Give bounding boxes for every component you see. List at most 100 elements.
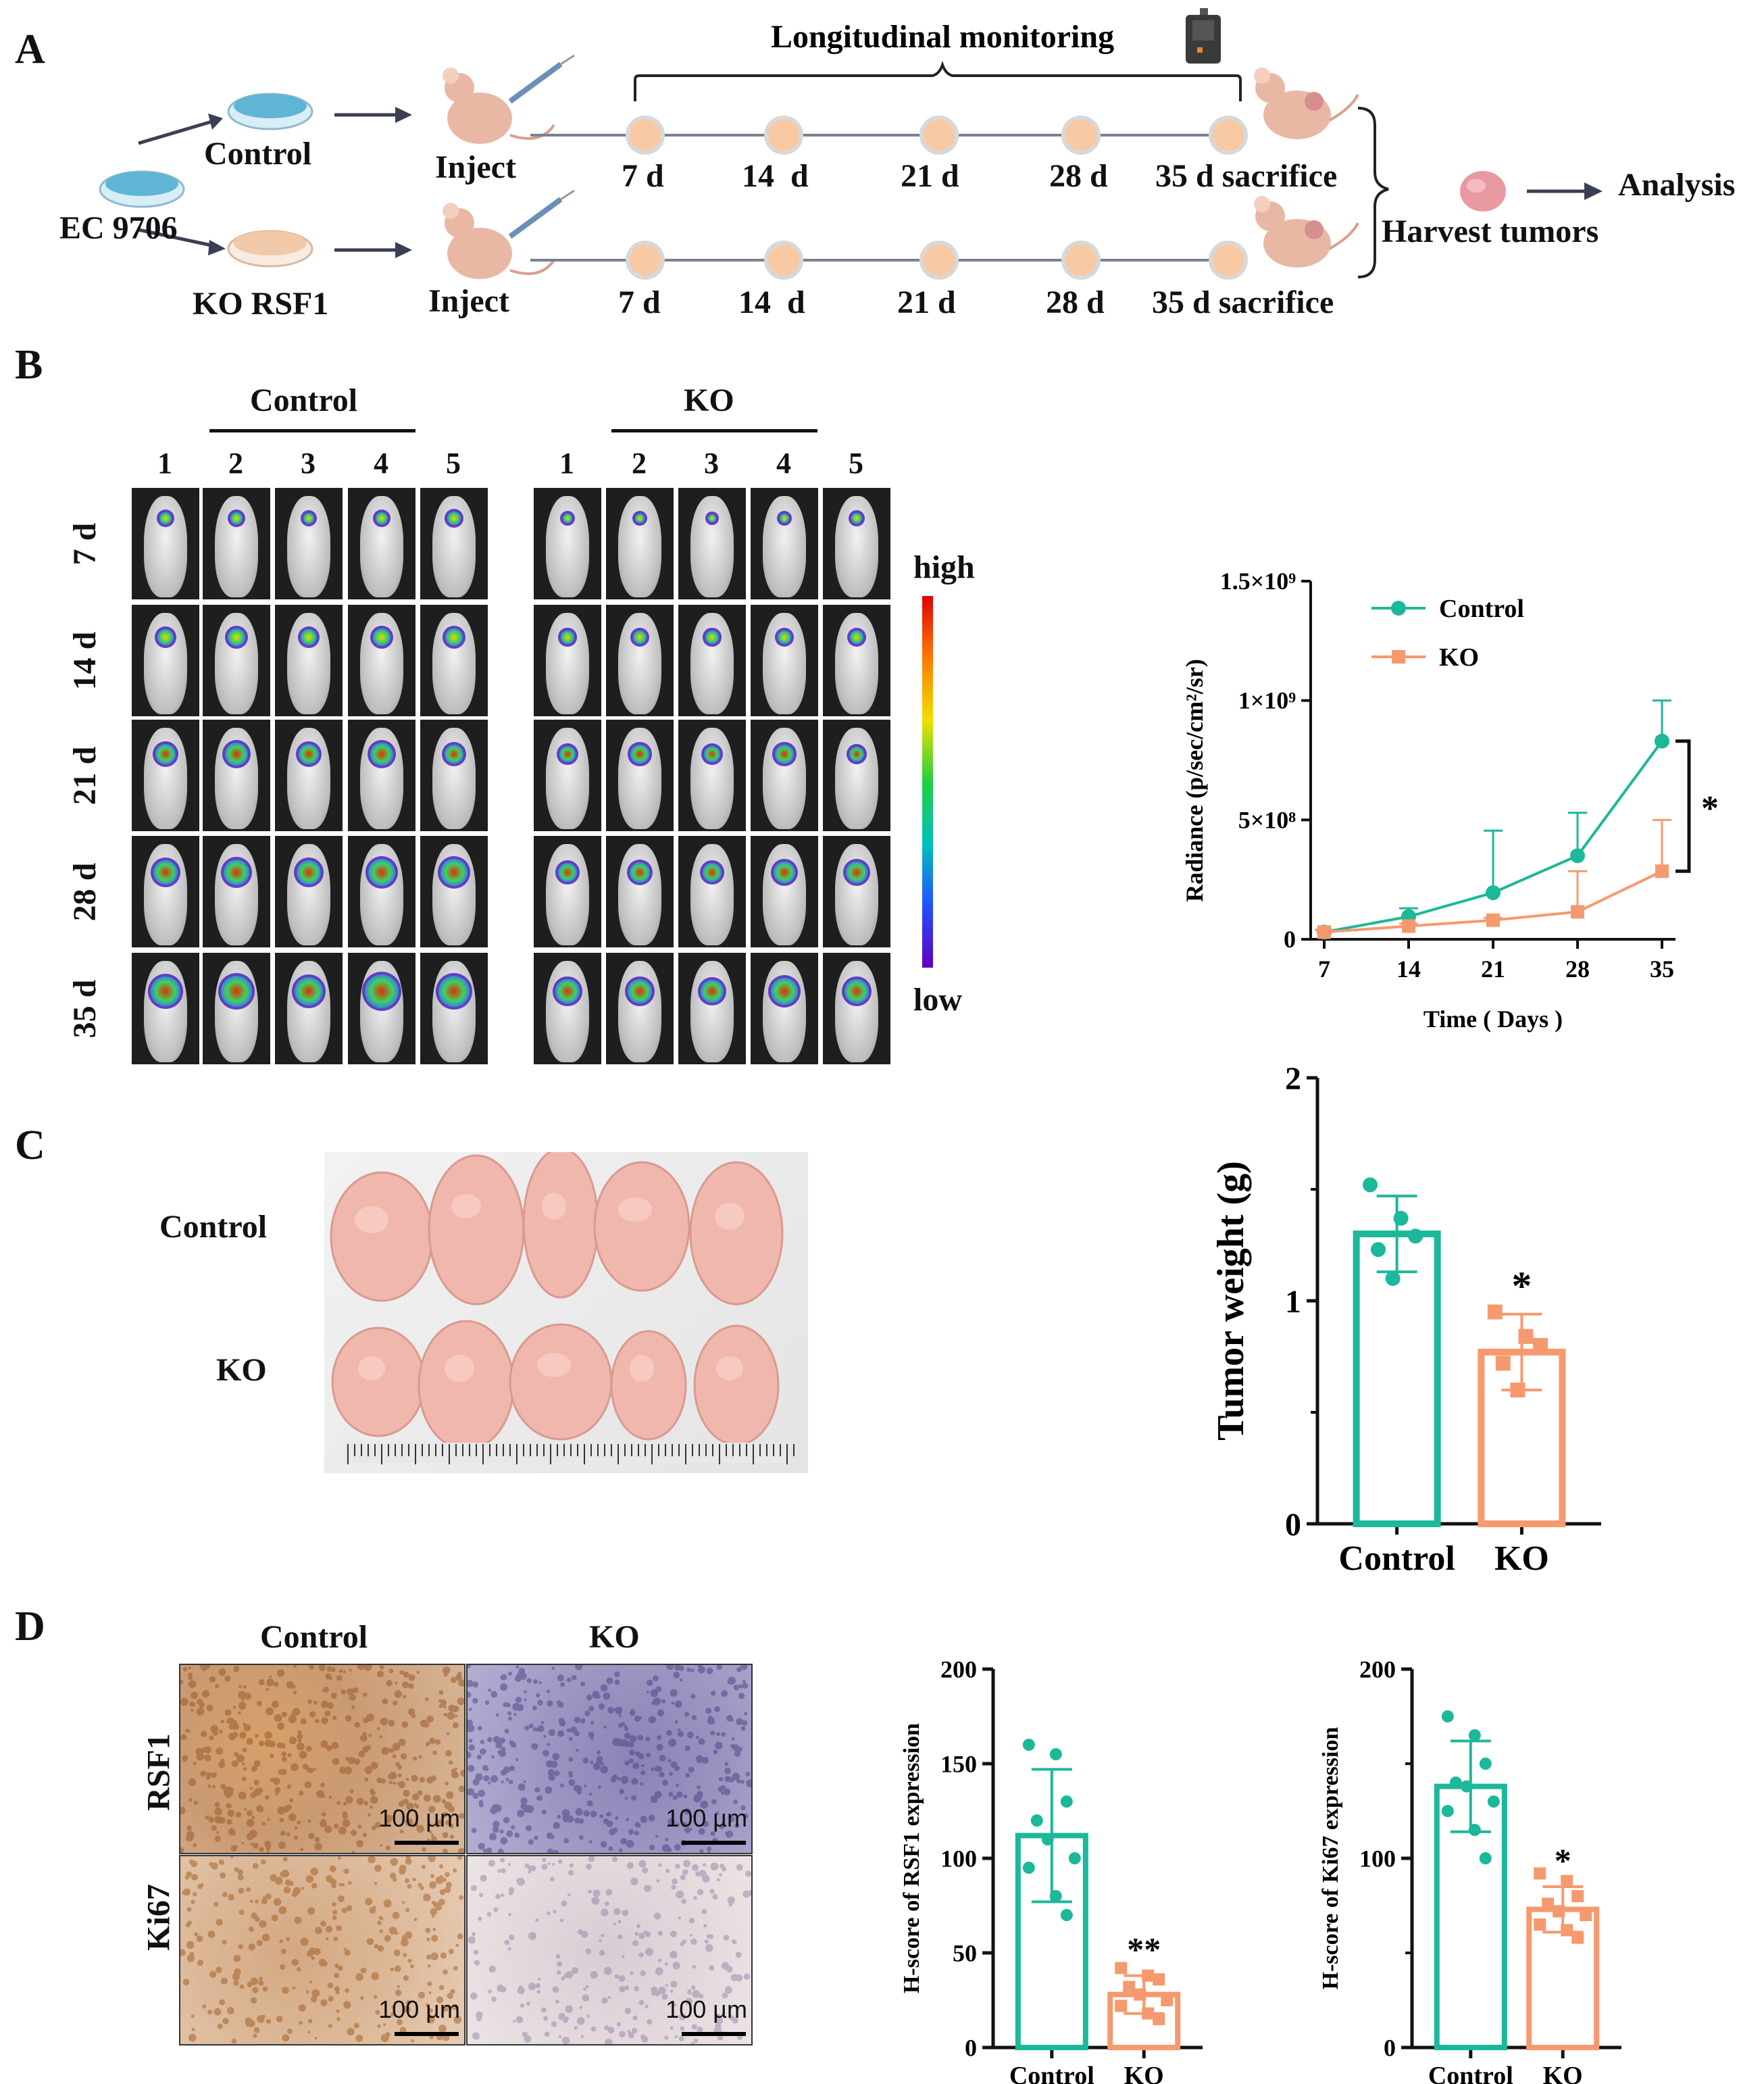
- y-tick-label: 2: [1285, 1061, 1301, 1097]
- signal: [844, 978, 870, 1004]
- nucleus: [271, 1700, 279, 1708]
- nucleus: [351, 1851, 355, 1853]
- nucleus: [607, 2027, 615, 2034]
- nucleus: [257, 1787, 263, 1794]
- signal: [301, 629, 317, 645]
- nucleus: [308, 1833, 315, 1839]
- nucleus: [543, 2016, 549, 2021]
- nucleus: [695, 1871, 701, 1877]
- tp-bottom-14: 14 d: [738, 284, 805, 320]
- nucleus: [182, 1979, 190, 1986]
- nucleus: [311, 1989, 320, 1998]
- nucleus: [224, 1709, 232, 1716]
- data-point: [1486, 885, 1501, 901]
- nucleus: [271, 1914, 278, 1922]
- nucleus: [347, 1881, 352, 1885]
- nucleus: [299, 2020, 303, 2025]
- nucleus: [574, 2026, 578, 2030]
- mouse-image: [348, 605, 415, 716]
- nucleus: [576, 2016, 585, 2025]
- nucleus: [253, 2033, 257, 2039]
- nucleus: [488, 1965, 497, 1973]
- nucleus: [279, 1964, 286, 1970]
- nucleus: [417, 1790, 423, 1796]
- nucleus: [654, 1990, 661, 1997]
- nucleus: [209, 1676, 216, 1683]
- nucleus: [638, 1952, 644, 1958]
- nucleus: [204, 1746, 211, 1754]
- nucleus: [675, 1891, 683, 1899]
- nucleus: [412, 1877, 416, 1882]
- nucleus: [700, 1800, 709, 1809]
- nucleus: [568, 1870, 574, 1876]
- nucleus: [472, 1793, 479, 1800]
- nucleus: [681, 1898, 686, 1904]
- mouse-image: [203, 836, 270, 947]
- nucleus: [405, 2000, 411, 2006]
- nucleus: [551, 1666, 555, 1670]
- mouse-image: [678, 605, 746, 716]
- nucleus: [699, 1849, 704, 1853]
- nucleus: [245, 2017, 253, 2025]
- nucleus: [199, 1702, 205, 1708]
- nucleus: [241, 1777, 247, 1781]
- mouse-image: [275, 488, 343, 599]
- nucleus: [443, 1969, 448, 1975]
- nucleus: [580, 1681, 586, 1687]
- nucleus: [561, 1976, 565, 1981]
- nucleus: [509, 1765, 515, 1772]
- nucleus: [390, 2012, 395, 2017]
- nucleus: [553, 1850, 559, 1853]
- nucleus: [537, 1700, 543, 1706]
- y-tick-label: 1×10⁹: [1238, 687, 1296, 714]
- nucleus: [314, 2037, 318, 2040]
- x-tick-label: 7: [1318, 956, 1330, 983]
- nucleus: [514, 1674, 522, 1682]
- nucleus: [741, 1720, 747, 1726]
- nucleus: [630, 1970, 634, 1975]
- nucleus: [536, 1989, 541, 1994]
- nucleus: [499, 1829, 504, 1834]
- nucleus: [735, 1974, 740, 1979]
- nucleus: [186, 1831, 195, 1839]
- nucleus: [582, 1994, 590, 2002]
- mouse-image: [751, 488, 818, 599]
- nucleus: [628, 1829, 634, 1835]
- nucleus: [313, 1700, 318, 1705]
- nucleus: [528, 1839, 534, 1845]
- nucleus: [490, 1806, 498, 1814]
- nucleus: [586, 2014, 590, 2018]
- nucleus: [438, 1690, 444, 1695]
- nucleus: [501, 1893, 505, 1897]
- nucleus: [447, 1712, 455, 1720]
- nucleus: [669, 1772, 673, 1776]
- nucleus: [586, 1800, 593, 1807]
- nucleus: [508, 1887, 515, 1893]
- nucleus: [480, 1875, 487, 1882]
- x-tick-label: 21: [1481, 956, 1505, 983]
- nucleus: [624, 2008, 632, 2014]
- nucleus: [605, 2038, 613, 2044]
- nucleus: [613, 1708, 618, 1712]
- signal: [846, 862, 867, 883]
- dish-control: [227, 93, 313, 130]
- nucleus: [411, 1775, 418, 1782]
- signal: [221, 976, 252, 1007]
- nucleus: [442, 1848, 448, 1853]
- nucleus: [585, 1985, 589, 1989]
- nucleus: [620, 1776, 629, 1784]
- nucleus: [214, 1683, 220, 1689]
- nucleus: [561, 1900, 568, 1907]
- mouse-number: 2: [228, 447, 243, 480]
- nucleus: [448, 1704, 456, 1712]
- nucleus: [186, 1873, 191, 1877]
- nucleus: [368, 1813, 371, 1817]
- day-label: 21 d: [67, 746, 103, 805]
- nucleus: [399, 1670, 405, 1675]
- nucleus: [185, 1729, 189, 1733]
- nucleus: [183, 1888, 191, 1896]
- nucleus: [547, 1848, 554, 1853]
- nucleus: [231, 1760, 238, 1767]
- nucleus: [546, 1742, 550, 1746]
- nucleus: [191, 1874, 198, 1881]
